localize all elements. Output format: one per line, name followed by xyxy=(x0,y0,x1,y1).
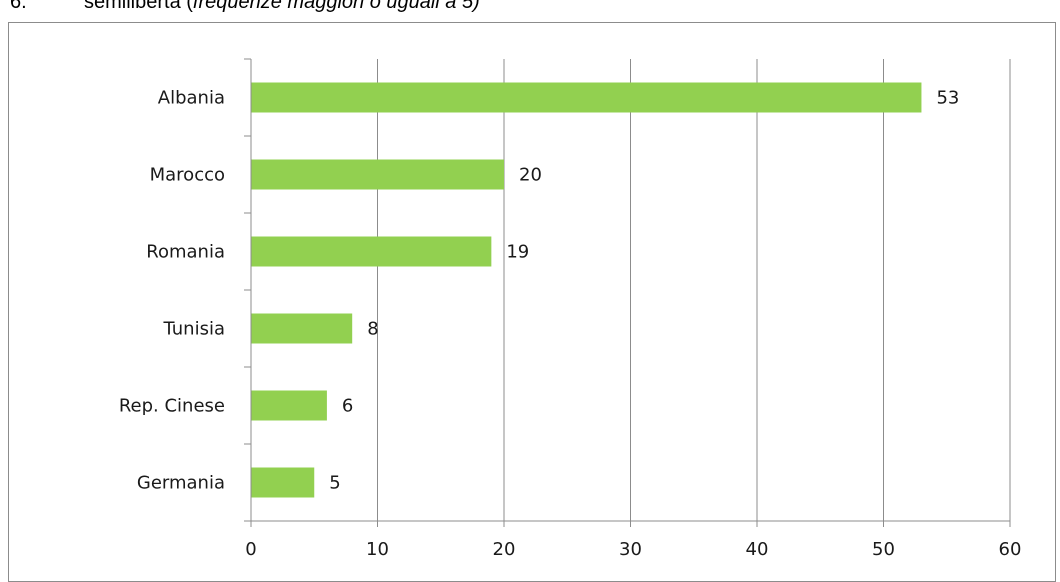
category-label: Tunisia xyxy=(163,319,226,340)
caption-text: semilibertà ( xyxy=(84,0,193,13)
x-tick-label: 50 xyxy=(872,539,895,560)
value-label: 8 xyxy=(367,319,378,340)
x-tick-label: 0 xyxy=(245,539,256,560)
value-label: 5 xyxy=(329,473,340,494)
bar xyxy=(251,467,315,498)
value-label: 53 xyxy=(936,88,959,109)
labels: 0 10 20 30 40 50 60 Albania 53 Marocco 20 Romania 19… xyxy=(119,88,1022,561)
axes xyxy=(244,58,1011,527)
value-label: 20 xyxy=(519,165,542,186)
section-number: 6. xyxy=(10,0,27,13)
category-label: Romania xyxy=(146,242,225,263)
x-tick-label: 40 xyxy=(746,539,769,560)
caption-italic: frequenze maggiori o uguali a 5) xyxy=(192,0,480,13)
x-tick-label: 60 xyxy=(999,539,1022,560)
bar xyxy=(251,390,327,421)
x-tick-label: 20 xyxy=(493,539,516,560)
section-caption: semilibertà (frequenze maggiori o uguali… xyxy=(84,0,480,14)
chart-frame xyxy=(8,22,1056,582)
bar xyxy=(251,236,492,267)
value-label: 19 xyxy=(506,242,529,263)
bar xyxy=(251,313,353,344)
category-label: Albania xyxy=(158,88,225,109)
page-header: 6. semilibertà (frequenze maggiori o ugu… xyxy=(0,0,1060,22)
category-label: Marocco xyxy=(150,165,225,186)
bar xyxy=(251,159,504,190)
category-label: Rep. Cinese xyxy=(119,396,225,417)
value-label: 6 xyxy=(342,396,353,417)
x-tick-label: 10 xyxy=(366,539,389,560)
x-tick-label: 30 xyxy=(619,539,642,560)
gridlines xyxy=(377,59,1011,521)
bar xyxy=(251,82,922,113)
bars xyxy=(251,82,922,498)
category-label: Germania xyxy=(137,473,225,494)
